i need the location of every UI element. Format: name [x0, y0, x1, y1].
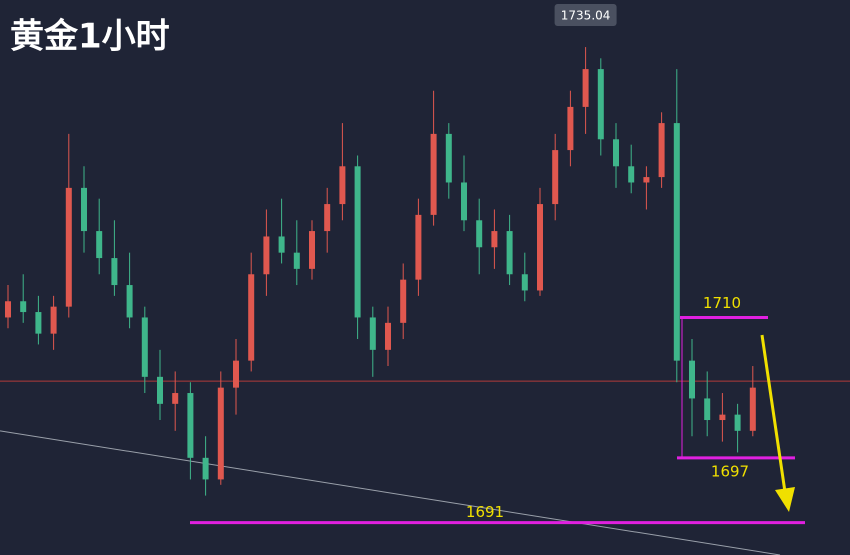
- candle-body: [628, 166, 635, 183]
- candle-body: [597, 69, 604, 140]
- candle-body: [263, 236, 270, 275]
- candle-body: [157, 376, 163, 404]
- trendline: [0, 430, 781, 555]
- candle-body: [415, 214, 422, 280]
- candle-body: [5, 301, 11, 318]
- price-label-box: [554, 4, 617, 26]
- candle-body: [278, 236, 285, 253]
- candle-body: [658, 123, 665, 178]
- candle-body: [445, 133, 452, 183]
- candle-body: [506, 231, 513, 275]
- level-label: 1697: [711, 462, 749, 480]
- candle-body: [400, 279, 407, 323]
- candle-body: [643, 177, 650, 183]
- candle-body: [233, 360, 239, 388]
- candle-body: [734, 414, 741, 431]
- candle-body: [476, 220, 483, 248]
- candle-body: [96, 231, 103, 259]
- candle-body: [673, 123, 680, 361]
- candle-body: [354, 166, 361, 318]
- candle-body: [50, 306, 57, 334]
- candle-body: [491, 231, 498, 248]
- candle-body: [187, 393, 194, 458]
- chart-title: 黄金1小时: [10, 17, 170, 57]
- candle-body: [582, 69, 589, 107]
- candle-body: [521, 274, 528, 291]
- candle-body: [81, 187, 87, 232]
- candle-body: [141, 317, 148, 377]
- candle-body: [339, 166, 346, 205]
- candle-body: [430, 133, 437, 215]
- candle-body: [202, 457, 209, 480]
- candle-body: [35, 312, 42, 334]
- candle-body: [126, 285, 133, 318]
- arrow-head: [775, 487, 795, 512]
- candle-body: [613, 139, 619, 167]
- arrow-shaft: [760, 334, 787, 493]
- candle-body: [537, 204, 543, 291]
- candle-body: [65, 187, 72, 307]
- candle-body: [567, 106, 574, 151]
- candle-body: [385, 322, 391, 350]
- candle-body: [461, 182, 467, 221]
- level-label: 1691: [466, 503, 504, 521]
- candle-body: [749, 387, 756, 431]
- price-label: 1735.04: [561, 9, 611, 23]
- candle-body: [111, 258, 118, 286]
- candle-body: [20, 301, 27, 313]
- candle-body: [293, 252, 300, 269]
- candle-body: [172, 393, 179, 404]
- candle-body: [552, 150, 559, 205]
- candle-body: [309, 231, 315, 269]
- candle-body: [217, 387, 224, 480]
- candle-body: [719, 414, 726, 421]
- candle-body: [704, 398, 711, 421]
- candle-body: [248, 274, 255, 361]
- level-label: 1710: [703, 294, 741, 312]
- candle-body: [689, 360, 695, 399]
- candle-body: [369, 317, 376, 350]
- candle-body: [324, 204, 331, 232]
